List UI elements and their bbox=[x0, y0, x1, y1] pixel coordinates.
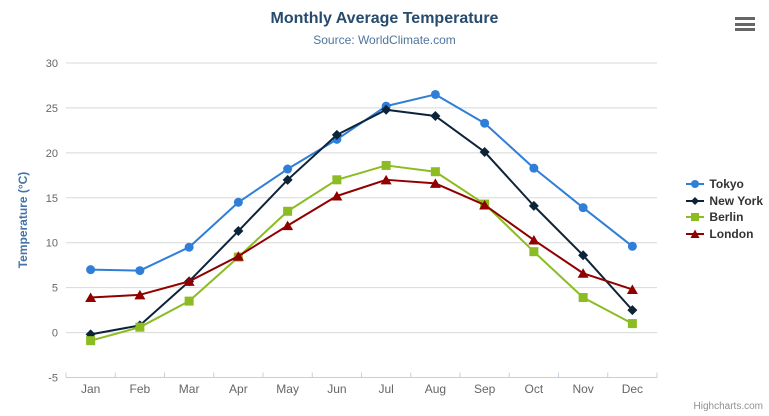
x-axis-label: Apr bbox=[229, 382, 248, 396]
triangle-legend-marker-icon bbox=[686, 229, 705, 238]
data-point[interactable] bbox=[135, 266, 145, 276]
data-point[interactable] bbox=[184, 242, 194, 252]
data-point[interactable] bbox=[381, 160, 391, 170]
legend-label: Berlin bbox=[709, 210, 744, 225]
x-axis-label: Sep bbox=[474, 382, 496, 396]
series-tokyo bbox=[86, 89, 637, 276]
diamond-legend-marker-icon bbox=[686, 196, 705, 205]
x-axis-label: Aug bbox=[425, 382, 446, 396]
y-axis-label: 25 bbox=[46, 103, 58, 115]
square-legend-marker-icon bbox=[686, 213, 705, 222]
data-point[interactable] bbox=[429, 178, 441, 188]
y-axis-label: 10 bbox=[46, 238, 58, 250]
data-point[interactable] bbox=[283, 164, 293, 174]
data-point[interactable] bbox=[283, 206, 293, 216]
y-axis-title: Temperature (°C) bbox=[16, 171, 30, 269]
data-point[interactable] bbox=[528, 200, 539, 211]
credits-link[interactable]: Highcharts.com bbox=[693, 401, 763, 412]
y-axis-label: -5 bbox=[48, 373, 58, 385]
x-axis-label: May bbox=[276, 382, 299, 396]
data-point[interactable] bbox=[380, 174, 392, 185]
x-axis-label: Dec bbox=[622, 382, 643, 396]
legend-item-london[interactable]: London bbox=[686, 226, 763, 243]
x-axis-label: Jun bbox=[327, 382, 346, 396]
data-point[interactable] bbox=[627, 305, 638, 316]
data-point[interactable] bbox=[282, 220, 294, 231]
y-axis-label: 15 bbox=[46, 193, 58, 205]
data-point[interactable] bbox=[134, 289, 146, 300]
chart-title: Monthly Average Temperature bbox=[270, 10, 499, 27]
legend-label: Tokyo bbox=[709, 177, 744, 192]
data-point[interactable] bbox=[578, 250, 589, 261]
data-point[interactable] bbox=[233, 197, 243, 207]
data-point[interactable] bbox=[85, 292, 97, 303]
data-point[interactable] bbox=[232, 251, 244, 261]
data-point[interactable] bbox=[184, 296, 194, 306]
data-point[interactable] bbox=[529, 163, 539, 173]
data-point[interactable] bbox=[529, 247, 539, 257]
y-axis-label: 0 bbox=[52, 328, 58, 340]
legend: Tokyo New York Berlin London bbox=[686, 176, 763, 242]
y-axis-label: 5 bbox=[52, 283, 58, 295]
data-point[interactable] bbox=[331, 129, 342, 140]
legend-label: New York bbox=[709, 193, 763, 208]
y-axis-label: 20 bbox=[46, 148, 58, 160]
x-axis-label: Jan bbox=[81, 382, 100, 396]
hamburger-bar bbox=[735, 17, 755, 20]
data-point[interactable] bbox=[479, 199, 491, 210]
data-point[interactable] bbox=[331, 190, 343, 201]
data-point[interactable] bbox=[480, 118, 490, 128]
data-point[interactable] bbox=[183, 276, 195, 286]
x-axis-label: Feb bbox=[130, 382, 151, 396]
hamburger-icon[interactable] bbox=[735, 17, 755, 31]
hamburger-bar bbox=[735, 22, 755, 26]
x-axis-label: Nov bbox=[572, 382, 593, 396]
legend-item-berlin[interactable]: Berlin bbox=[686, 209, 763, 226]
data-point[interactable] bbox=[627, 319, 637, 329]
x-axis-label: Mar bbox=[179, 382, 200, 396]
y-axis-label: 30 bbox=[46, 58, 58, 70]
data-point[interactable] bbox=[626, 284, 638, 294]
series-line bbox=[89, 178, 634, 299]
data-point[interactable] bbox=[86, 336, 96, 346]
hamburger-bar bbox=[735, 28, 755, 31]
data-point[interactable] bbox=[233, 226, 244, 237]
data-point[interactable] bbox=[528, 235, 540, 245]
legend-label: London bbox=[709, 226, 754, 241]
legend-item-new-york[interactable]: New York bbox=[686, 193, 763, 210]
series-line bbox=[89, 108, 634, 336]
data-point[interactable] bbox=[578, 203, 588, 213]
circle-legend-marker-icon bbox=[686, 180, 705, 189]
legend-item-tokyo[interactable]: Tokyo bbox=[686, 176, 763, 193]
data-point[interactable] bbox=[381, 104, 392, 115]
data-point[interactable] bbox=[430, 111, 441, 122]
data-point[interactable] bbox=[135, 322, 145, 332]
series-new-york bbox=[85, 104, 638, 340]
x-axis-label: Oct bbox=[525, 382, 544, 396]
data-point[interactable] bbox=[430, 167, 440, 177]
x-axis-label: Jul bbox=[378, 382, 393, 396]
data-point[interactable] bbox=[86, 265, 96, 275]
data-point[interactable] bbox=[479, 146, 490, 157]
data-point[interactable] bbox=[627, 241, 637, 251]
data-point[interactable] bbox=[578, 293, 588, 303]
series-london bbox=[85, 174, 638, 303]
data-point[interactable] bbox=[577, 268, 589, 278]
series-line bbox=[89, 164, 634, 342]
data-point[interactable] bbox=[332, 175, 342, 185]
data-point[interactable] bbox=[282, 174, 293, 185]
series-line bbox=[89, 93, 634, 272]
chart-subtitle: Source: WorldClimate.com bbox=[313, 33, 456, 47]
data-point[interactable] bbox=[430, 89, 440, 99]
